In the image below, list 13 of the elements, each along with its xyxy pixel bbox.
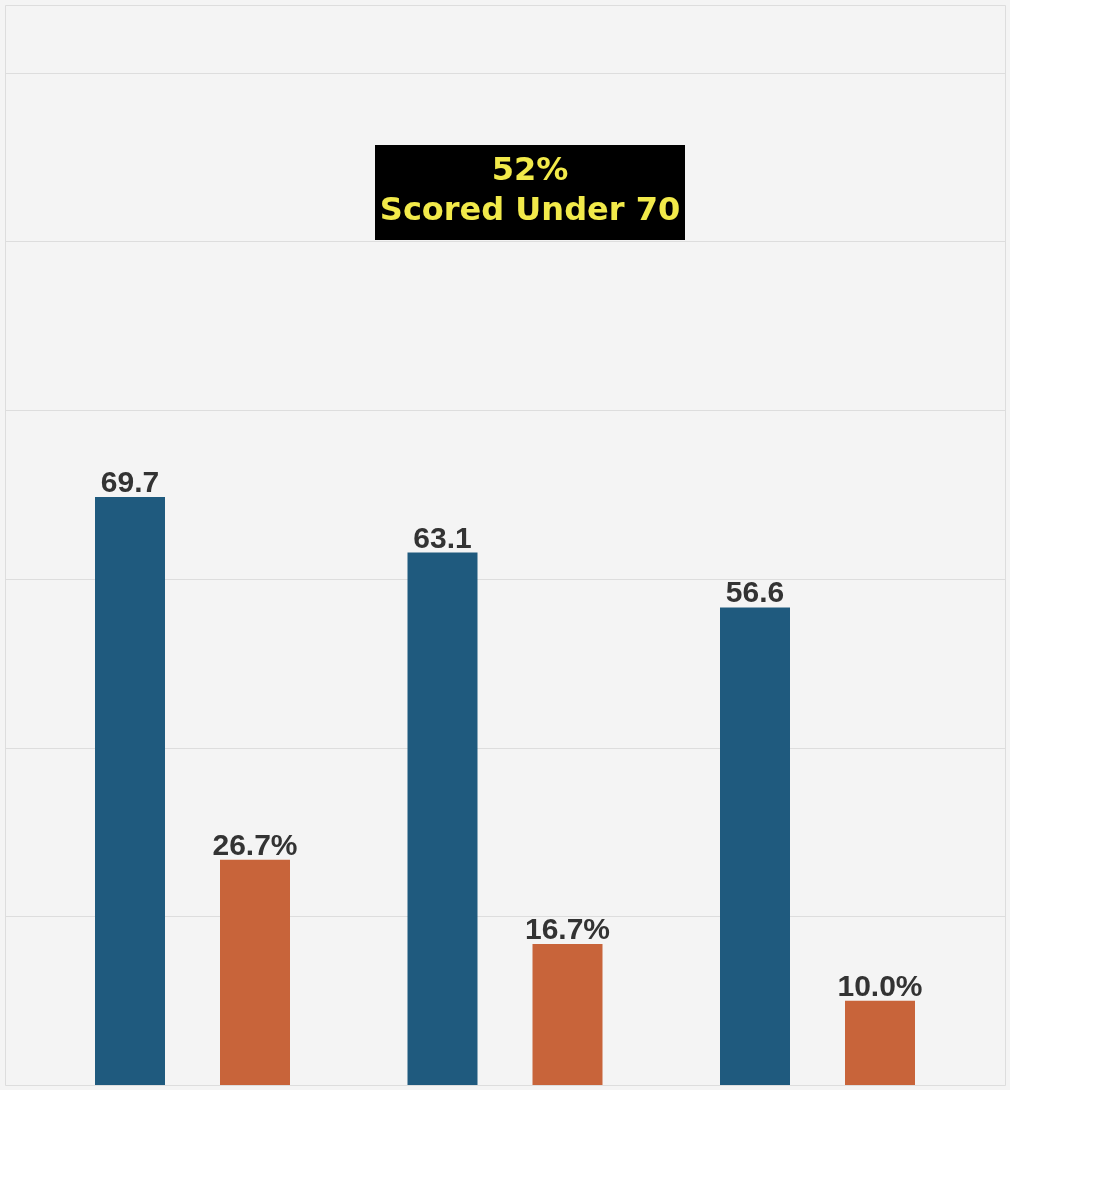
data-label: 63.1 [413, 520, 472, 554]
data-label: 10.0% [837, 968, 923, 1002]
bar [407, 552, 478, 1085]
bar [720, 607, 790, 1085]
data-label: 16.7% [524, 912, 611, 946]
data-label: 69.7 [100, 464, 160, 498]
bar [532, 944, 603, 1085]
annotation: 52% Scored Under 70 [379, 150, 681, 228]
bar [845, 1000, 915, 1085]
data-label: 56.6 [725, 575, 785, 609]
bar [220, 859, 290, 1085]
bar [95, 496, 165, 1085]
data-label: 26.7% [212, 827, 298, 861]
